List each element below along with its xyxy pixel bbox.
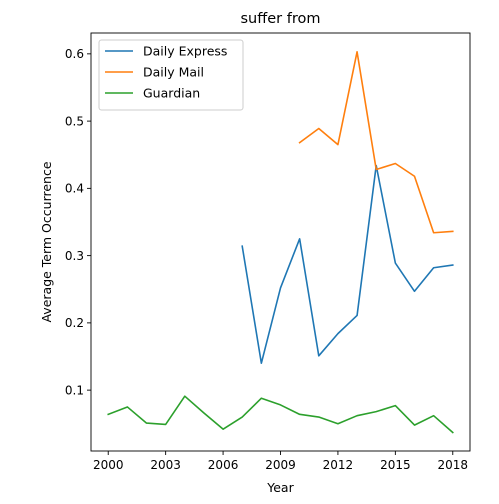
legend-label-guardian: Guardian — [143, 86, 200, 101]
series-layer — [107, 51, 454, 434]
legend-label-daily-mail: Daily Mail — [143, 65, 204, 80]
y-tick-label: 0.1 — [65, 383, 84, 397]
x-tick-label: 2015 — [380, 458, 411, 472]
axes-layer: 2000 2003 2006 2009 2012 2015 2018 0.1 0.2 0.3 0.4… — [65, 32, 471, 472]
series-line-guardian — [107, 395, 454, 434]
y-tick-label: 0.5 — [65, 114, 84, 128]
x-tick-label: 2012 — [323, 458, 354, 472]
series-line-daily-express — [241, 164, 454, 365]
y-tick-label: 0.4 — [65, 182, 84, 196]
y-tick-label: 0.3 — [65, 249, 84, 263]
legend-box — [98, 39, 244, 111]
x-axis-label: Year — [266, 480, 294, 495]
chart-title: suffer from — [241, 11, 321, 27]
x-tick-label: 2009 — [265, 458, 296, 472]
x-tick-label: 2000 — [93, 458, 124, 472]
x-tick-label: 2003 — [150, 458, 181, 472]
x-tick-label: 2018 — [437, 458, 468, 472]
series-line-daily-mail — [298, 51, 454, 234]
x-tick-label: 2006 — [208, 458, 239, 472]
y-axis-label: Average Term Occurrence — [39, 161, 54, 322]
legend: Daily Express Daily Mail Guardian — [98, 39, 244, 111]
y-tick-label: 0.2 — [65, 316, 84, 330]
y-tick-label: 0.6 — [65, 47, 84, 61]
legend-label-daily-express: Daily Express — [143, 44, 227, 59]
